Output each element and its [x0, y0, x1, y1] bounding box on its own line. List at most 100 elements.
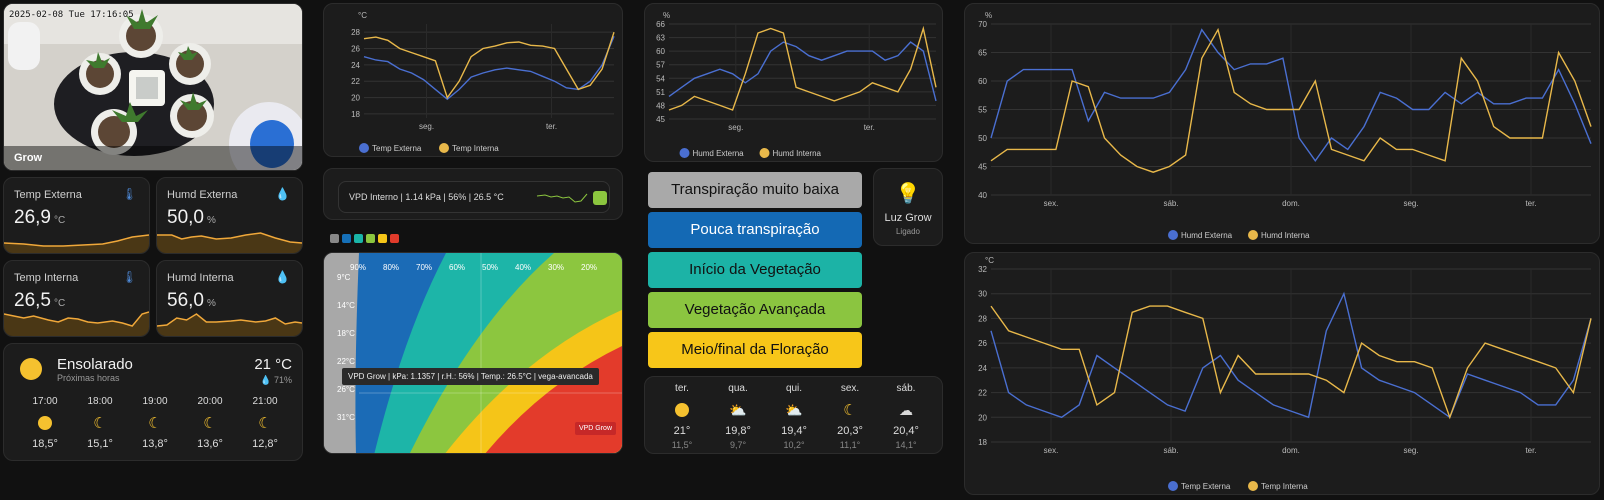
- water-drop-icon: 💧: [275, 187, 290, 201]
- x-tick-label: sex.: [1044, 199, 1059, 208]
- x-tick-label: ter.: [546, 122, 557, 131]
- sun-icon: [20, 358, 42, 380]
- hourly-forecast: 19:00 ☾ 13,8°: [142, 396, 168, 450]
- y-tick-label: 65: [978, 49, 987, 58]
- hourly-forecast: 17:00 18,5°: [32, 396, 58, 450]
- cloud-icon: ☁: [899, 402, 913, 418]
- color-swatch: [342, 234, 351, 243]
- stage-vegetacao-avancada[interactable]: Vegetação Avançada: [648, 292, 862, 328]
- legend-marker: [439, 143, 449, 153]
- moon-icon: ☾: [93, 414, 107, 432]
- hourly-forecast: 18:00 ☾ 15,1°: [87, 396, 113, 450]
- daily-forecast: sáb. ☁ 20,4° 14,1°: [893, 383, 919, 450]
- sensor-humd-interna[interactable]: Humd Interna 💧 56,0%: [156, 260, 303, 337]
- y-tick-label: 54: [656, 74, 665, 83]
- rh-label: 70%: [416, 263, 433, 272]
- weather-temp: 21 °C: [254, 356, 292, 373]
- moon-icon: ☾: [843, 401, 857, 419]
- humidity-chart-small[interactable]: % 45 48 51 54 57 60 63 66 seg. ter. Humd Externa Hum…: [644, 3, 943, 162]
- y-tick-label: 26: [978, 339, 987, 348]
- legend-label: Temp Externa: [372, 144, 422, 153]
- stage-inicio-vegetacao[interactable]: Início da Vegetação: [648, 252, 862, 288]
- x-tick-label: seg.: [419, 122, 434, 131]
- temp-chart-large[interactable]: °C 18 20 22 24 26 28 30 32 sex. sáb. dom. seg. ter. Te…: [964, 252, 1600, 495]
- legend-marker: [1248, 230, 1258, 240]
- x-tick-label: seg.: [1403, 199, 1418, 208]
- stage-pouca-transpiracao[interactable]: Pouca transpiração: [648, 212, 862, 248]
- weather-card[interactable]: Ensolarado Próximas horas 21 °C 💧 71% 17…: [3, 343, 303, 461]
- sensor-value: 56,0%: [167, 290, 216, 311]
- vpd-text: VPD Interno | 1.14 kPa | 56% | 26.5 °C: [349, 192, 504, 202]
- y-tick-label: 48: [656, 101, 665, 110]
- y-tick-label: 60: [656, 47, 665, 56]
- sensor-value: 26,5 °C: [14, 290, 66, 311]
- lightbulb-icon: 💡: [895, 183, 921, 205]
- humidity-chart-large[interactable]: % 40 45 50 55 60 65 70 sex. sáb. dom. seg. ter. Humd …: [964, 3, 1600, 244]
- camera-feed[interactable]: 2025-02-08 Tue 17:16:05 Grow: [3, 3, 303, 171]
- stage-floracao[interactable]: Meio/final da Floração: [648, 332, 862, 368]
- y-tick-label: 63: [656, 34, 665, 43]
- daily-forecast-card[interactable]: ter. 21° 11,5° qua. ⛅ 19,8° 9,7° qui. ⛅ 19,4° 10…: [644, 376, 943, 454]
- color-swatch: [378, 234, 387, 243]
- sun-icon: [675, 403, 689, 417]
- sensor-sparkline: [4, 234, 149, 253]
- y-tick-label: 45: [656, 115, 665, 124]
- temp-label: 26°C: [337, 385, 355, 394]
- y-tick-label: 70: [978, 20, 987, 29]
- sensor-temp-interna[interactable]: Temp Interna 🌡 26,5 °C: [3, 260, 150, 337]
- y-tick-label: 22: [351, 77, 360, 86]
- x-tick-label: dom.: [1282, 199, 1300, 208]
- y-tick-label: 28: [978, 314, 987, 323]
- legend-label: Temp Interna: [452, 144, 499, 153]
- y-tick-label: 60: [978, 77, 987, 86]
- x-tick-label: sex.: [1044, 446, 1059, 455]
- legend-marker: [359, 143, 369, 153]
- rh-label: 80%: [383, 263, 400, 272]
- moon-icon: ☾: [148, 414, 162, 432]
- sensor-sparkline: [157, 313, 302, 336]
- sensor-humd-externa[interactable]: Humd Externa 💧 50,0%: [156, 177, 303, 254]
- y-tick-label: 24: [351, 61, 360, 70]
- y-tick-label: 51: [656, 88, 665, 97]
- y-tick-label: 66: [656, 20, 665, 29]
- temp-chart-small[interactable]: °C 18 20 22 24 26 28 seg. ter. Temp Externa Temp I…: [323, 3, 623, 157]
- x-tick-label: seg.: [728, 123, 743, 132]
- y-tick-label: 28: [351, 28, 360, 37]
- y-tick-label: 57: [656, 61, 665, 70]
- series-line: [668, 41, 937, 102]
- y-axis-label: °C: [358, 11, 367, 20]
- moon-icon: ☾: [203, 414, 217, 432]
- rh-label: 60%: [449, 263, 466, 272]
- legend-label: Temp Externa: [1181, 482, 1231, 491]
- rh-label: 50%: [482, 263, 499, 272]
- vpd-chart-card[interactable]: 90% 80% 70% 60% 50% 40% 30% 20% 9°C 14°C 18°C 22°C…: [323, 252, 623, 454]
- color-swatch: [366, 234, 375, 243]
- rh-label: 30%: [548, 263, 565, 272]
- stage-transpiracao-muito-baixa[interactable]: Transpiração muito baixa: [648, 172, 862, 208]
- x-tick-label: dom.: [1282, 446, 1300, 455]
- series-line: [990, 291, 1592, 419]
- sensor-sparkline: [157, 232, 302, 253]
- y-tick-label: 45: [978, 163, 987, 172]
- legend-label: Humd Interna: [773, 149, 822, 158]
- vpd-summary: VPD Interno | 1.14 kPa | 56% | 26.5 °C: [338, 181, 610, 213]
- daily-forecast: ter. 21° 11,5°: [671, 383, 693, 450]
- sensor-sparkline: [4, 311, 149, 336]
- sensor-label: Temp Externa: [14, 189, 82, 201]
- series-line: [990, 305, 1592, 420]
- sensor-label: Temp Interna: [14, 272, 79, 284]
- y-tick-label: 22: [978, 389, 987, 398]
- sensor-value: 26,9 °C: [14, 207, 66, 228]
- legend-marker: [1168, 230, 1178, 240]
- sensor-temp-externa[interactable]: Temp Externa 🌡 26,9 °C: [3, 177, 150, 254]
- vpd-summary-card[interactable]: VPD Interno | 1.14 kPa | 56% | 26.5 °C: [323, 168, 623, 220]
- vpd-sparkline: [536, 193, 588, 203]
- rh-label: 90%: [350, 263, 367, 272]
- hourly-forecast: 20:00 ☾ 13,6°: [197, 396, 223, 450]
- light-toggle-card[interactable]: 💡 Luz Grow Ligado: [873, 168, 943, 246]
- light-state: Ligado: [895, 227, 921, 236]
- legend-marker: [679, 148, 690, 158]
- x-tick-label: sáb.: [1163, 446, 1178, 455]
- x-tick-label: ter.: [864, 123, 875, 132]
- temp-label: 22°C: [337, 357, 355, 366]
